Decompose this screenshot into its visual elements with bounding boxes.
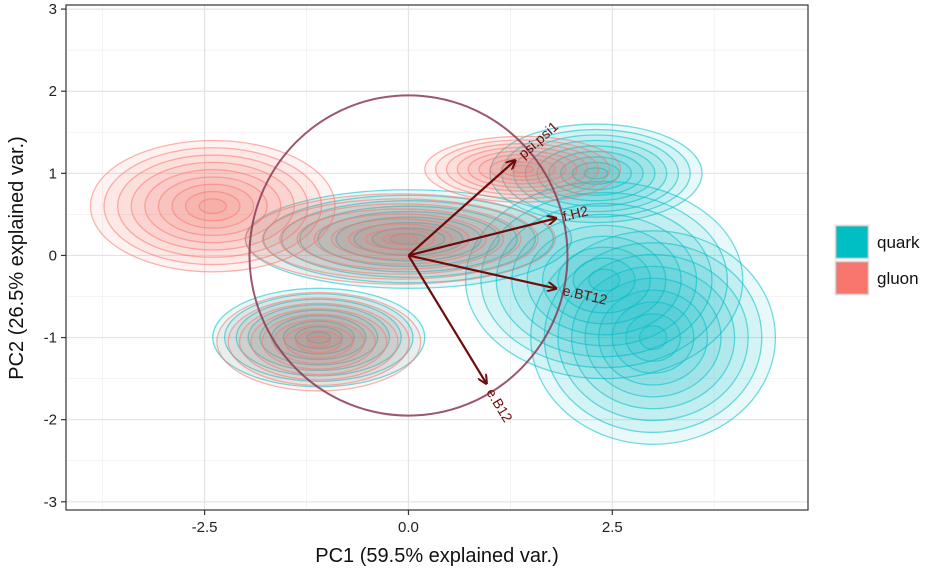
density-contour	[570, 265, 736, 410]
density-contour	[244, 193, 556, 285]
y-tick-label: 0	[49, 247, 57, 264]
panel-background	[66, 5, 808, 510]
density-contour	[284, 324, 354, 359]
density-contour	[261, 198, 539, 280]
axes: -2.5 0.0 2.5 -3 -2 -1 0 1 2 3	[44, 1, 623, 536]
density-series-quark	[212, 123, 777, 445]
density-contour	[259, 309, 379, 366]
density-contour	[250, 308, 388, 376]
density-contours	[89, 123, 777, 445]
density-contour	[456, 146, 589, 192]
density-contour	[511, 164, 535, 174]
y-tick-label: 1	[49, 165, 57, 182]
density-contour	[306, 331, 332, 344]
loading-arrow-psi-psi1	[407, 161, 514, 257]
density-contour	[295, 330, 343, 354]
y-tick-label: -2	[44, 412, 57, 429]
density-contour	[223, 293, 414, 383]
density-contour	[536, 145, 656, 202]
legend: quark gluon	[834, 224, 920, 296]
y-tick-label: -3	[44, 494, 57, 511]
density-contour	[584, 277, 722, 398]
density-contour	[261, 313, 377, 370]
y-axis-title: PC2 (26.5% explained var.)	[6, 136, 28, 379]
density-contour	[306, 335, 331, 348]
density-contour	[478, 153, 567, 185]
density-contour	[198, 198, 228, 215]
density-contour	[583, 167, 609, 180]
density-contour	[365, 228, 436, 250]
density-contour	[348, 223, 453, 255]
density-contour	[144, 169, 282, 244]
density-contour	[335, 216, 482, 262]
y-tick-label: 2	[49, 83, 57, 100]
density-contour	[184, 190, 241, 222]
density-contour	[625, 313, 681, 362]
legend-swatch-quark	[835, 225, 869, 259]
density-series-gluon	[89, 135, 622, 392]
density-contour	[371, 227, 446, 251]
legend-label-gluon: gluon	[877, 269, 919, 288]
density-contour	[530, 230, 777, 445]
density-contour	[103, 147, 323, 266]
density-contour	[282, 320, 355, 355]
density-contour	[89, 139, 336, 273]
loading-arrow-f-H2	[408, 218, 555, 257]
density-contour	[299, 205, 518, 273]
density-contour	[296, 208, 505, 270]
x-tick-label: 2.5	[602, 519, 623, 536]
density-contour	[598, 289, 709, 386]
x-tick-label: 0.0	[398, 519, 419, 536]
density-contour	[313, 213, 488, 265]
density-contour	[157, 176, 268, 237]
panel-border	[65, 4, 809, 511]
legend-label-quark: quark	[877, 233, 920, 252]
density-contour	[424, 135, 622, 203]
density-contour	[382, 233, 419, 245]
density-contour	[171, 183, 255, 229]
loading-label: f.H2	[561, 202, 590, 224]
density-contour	[611, 301, 695, 374]
density-contour	[434, 139, 611, 200]
density-contour	[130, 161, 295, 251]
density-contour	[638, 325, 668, 351]
correlation-circle-layer	[248, 94, 569, 417]
density-contour	[216, 291, 422, 392]
legend-swatch-gluon	[835, 261, 869, 295]
x-axis-title: PC1 (59.5% explained var.)	[315, 545, 558, 567]
y-tick-label: -1	[44, 330, 57, 347]
loading-arrow-e-B12	[407, 254, 485, 382]
correlation-circle	[248, 94, 569, 417]
loading-arrow-e-BT12	[408, 254, 555, 288]
density-contour	[227, 297, 411, 387]
x-tick-label: -2.5	[192, 519, 218, 536]
y-tick-label: 3	[49, 1, 57, 18]
